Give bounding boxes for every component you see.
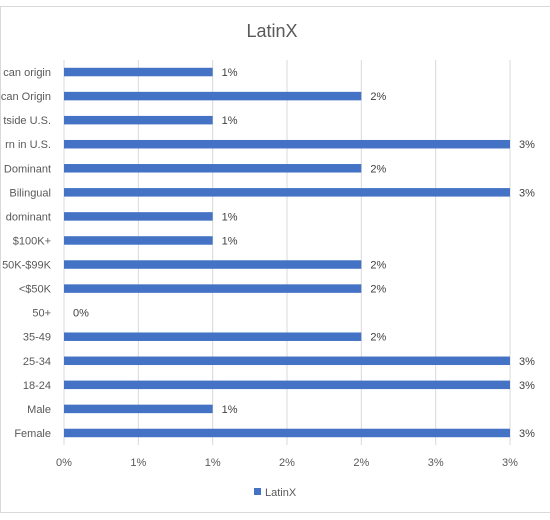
- legend-label-latinx: LatinX: [265, 487, 297, 499]
- bar-bilingual: [64, 188, 510, 197]
- category-label-non-mexican-origin: can origin: [3, 67, 51, 79]
- x-tick-label: 2%: [279, 457, 295, 469]
- data-label-born-in-u-s: 3%: [519, 139, 535, 151]
- data-label-english-dominant: 1%: [222, 211, 238, 223]
- bar-50k-99k: [64, 260, 362, 269]
- plot-area: 0% 1% 1% 2% 2% 3% 3% Female 3% Male 1% 18-24 3% 25-34…: [1, 60, 535, 469]
- data-label-50: 0%: [73, 308, 89, 320]
- bar-25-34: [64, 356, 510, 366]
- category-label-born-in-u-s: rn in U.S.: [5, 139, 51, 151]
- x-tick-label: 1%: [130, 457, 146, 469]
- category-label-35-49: 35-49: [23, 332, 51, 344]
- data-label-18-24: 3%: [519, 380, 535, 392]
- data-label-100k: 1%: [222, 235, 238, 247]
- data-label-spanish-dominant: 2%: [370, 163, 386, 175]
- bar-born-outside-u-s: [64, 115, 213, 125]
- category-label-25-34: 25-34: [23, 356, 51, 368]
- x-tick-label: 0%: [56, 457, 72, 469]
- bar-male: [64, 404, 213, 414]
- category-label-bilingual: Bilingual: [9, 187, 51, 199]
- bar-born-in-u-s: [64, 139, 510, 149]
- data-label-50k-99k: 2%: [370, 260, 386, 272]
- chart-area-border: [0, 6, 550, 513]
- category-label-spanish-dominant: Dominant: [4, 163, 51, 175]
- x-tick-label: 3%: [502, 457, 518, 469]
- category-label-50k-99k: 50K-$99K: [2, 260, 52, 272]
- data-label-non-mexican-origin: 1%: [222, 67, 238, 79]
- bar-35-49: [64, 332, 362, 341]
- x-tick-label: 1%: [205, 457, 221, 469]
- data-label-25-34: 3%: [519, 356, 535, 368]
- bar-english-dominant: [64, 212, 213, 221]
- data-label-male: 1%: [222, 404, 238, 416]
- legend: LatinX: [254, 487, 297, 499]
- data-label-bilingual: 3%: [519, 187, 535, 199]
- chart-title: LatinX: [246, 21, 297, 41]
- data-label-35-49: 2%: [370, 332, 386, 344]
- category-label-female: Female: [14, 428, 51, 440]
- bar-female: [64, 428, 510, 438]
- bar-non-mexican-origin: [64, 67, 213, 77]
- category-label-male: Male: [27, 404, 51, 416]
- data-label-mexican-origin: 2%: [370, 91, 386, 103]
- category-label-mexican-origin: can Origin: [1, 91, 51, 103]
- category-label-100k: $100K+: [13, 235, 51, 247]
- legend-swatch-latinx: [254, 488, 261, 495]
- category-label-18-24: 18-24: [23, 380, 51, 392]
- bar-18-24: [64, 380, 510, 390]
- bar-spanish-dominant: [64, 164, 362, 173]
- bar-100k: [64, 236, 213, 245]
- category-label-english-dominant: dominant: [6, 211, 51, 223]
- bar-50k: [64, 284, 362, 293]
- data-label-born-outside-u-s: 1%: [222, 115, 238, 127]
- category-label-50k: <$50K: [19, 284, 52, 296]
- category-label-50: 50+: [32, 308, 51, 320]
- bar-mexican-origin: [64, 91, 362, 101]
- x-tick-label: 3%: [428, 457, 444, 469]
- data-label-female: 3%: [519, 428, 535, 440]
- category-label-born-outside-u-s: tside U.S.: [3, 115, 51, 127]
- data-label-50k: 2%: [370, 284, 386, 296]
- x-tick-label: 2%: [353, 457, 369, 469]
